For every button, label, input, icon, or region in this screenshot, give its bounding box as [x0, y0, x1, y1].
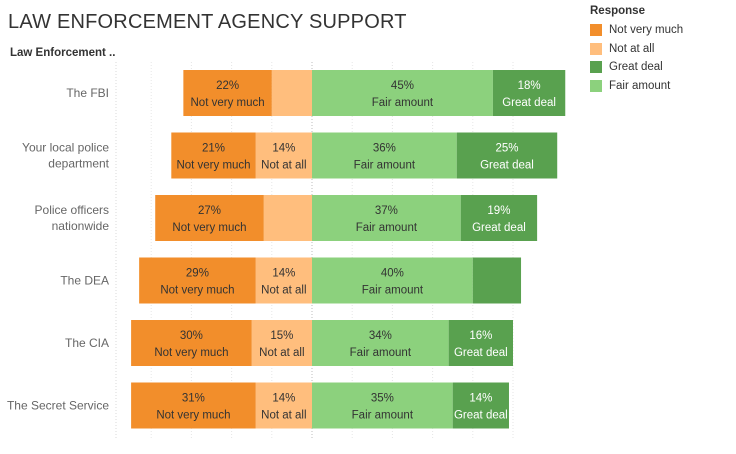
bar-not-very-much	[155, 195, 264, 241]
data-label-series: Not very much	[156, 410, 230, 422]
data-label-value: 30%	[180, 330, 203, 342]
bar-fair-amount	[312, 382, 453, 429]
data-label-series: Fair amount	[354, 160, 416, 172]
data-label-value: 14%	[272, 143, 295, 155]
data-label-series: Great deal	[454, 347, 508, 359]
bar-not-at-all	[251, 320, 312, 366]
legend-item-not-very-much[interactable]: Not very much	[590, 21, 683, 40]
data-label-value: 29%	[186, 268, 209, 280]
data-label-series: Not very much	[191, 97, 265, 109]
legend-label: Not at all	[609, 42, 655, 55]
legend-swatch	[590, 61, 602, 74]
row-label: The CIA	[65, 336, 109, 350]
legend-title: Response	[590, 5, 645, 17]
bar-not-at-all	[271, 70, 312, 116]
legend-swatch	[590, 24, 602, 37]
data-label-value: 14%	[272, 393, 295, 405]
bar-not-very-much	[183, 70, 272, 116]
data-label-value: 40%	[381, 268, 404, 280]
data-label-series: Not very much	[172, 222, 246, 234]
bar-not-very-much	[131, 382, 256, 429]
data-label-series: Not at all	[261, 410, 306, 422]
data-label-series: Great deal	[472, 222, 526, 234]
bar-fair-amount	[312, 132, 457, 179]
data-label-series: Not at all	[261, 160, 306, 172]
data-label-series: Great deal	[480, 160, 534, 172]
legend-label: Not very much	[609, 24, 684, 37]
bar-great-deal	[460, 195, 538, 241]
bar-fair-amount	[312, 320, 449, 366]
bar-great-deal	[456, 132, 558, 179]
bar-fair-amount	[312, 70, 493, 116]
data-label-series: Fair amount	[362, 285, 424, 297]
legend-swatch	[590, 79, 602, 92]
data-label-value: 34%	[369, 330, 392, 342]
data-label-value: 21%	[202, 143, 225, 155]
legend-item-not-at-all[interactable]: Not at all	[590, 40, 683, 59]
data-label-value: 25%	[495, 143, 518, 155]
data-label-series: Fair amount	[356, 222, 418, 234]
bar-great-deal	[492, 70, 566, 116]
data-label-value: 37%	[375, 205, 398, 217]
bar-great-deal	[472, 257, 522, 304]
data-label-value: 27%	[198, 205, 221, 217]
bar-not-very-much	[139, 257, 256, 304]
data-label-series: Not very much	[160, 285, 234, 297]
data-label-value: 36%	[373, 143, 396, 155]
bar-not-very-much	[171, 132, 256, 179]
data-label-value: 14%	[469, 393, 492, 405]
data-label-value: 14%	[272, 268, 295, 280]
data-label-series: Not at all	[261, 285, 306, 297]
legend: Response Not very much Not at all Great …	[590, 5, 683, 95]
data-label-series: Fair amount	[372, 97, 434, 109]
legend-label: Great deal	[609, 61, 663, 74]
row-label: Police officers nationwide	[35, 203, 110, 233]
data-label-value: 45%	[391, 80, 414, 92]
row-label: The DEA	[60, 274, 109, 288]
bar-not-at-all	[255, 382, 312, 429]
legend-item-great-deal[interactable]: Great deal	[590, 58, 683, 77]
row-label: Your local police department	[22, 141, 110, 171]
data-label-series: Fair amount	[352, 410, 414, 422]
bar-not-very-much	[131, 320, 252, 366]
data-label-value: 18%	[518, 80, 541, 92]
data-label-value: 19%	[487, 205, 510, 217]
bar-not-at-all	[255, 132, 312, 179]
chart-title: LAW ENFORCEMENT AGENCY SUPPORT	[8, 11, 407, 33]
data-label-series: Fair amount	[350, 347, 412, 359]
data-label-value: 31%	[182, 393, 205, 405]
data-label-value: 16%	[469, 330, 492, 342]
bar-great-deal	[448, 320, 513, 366]
bar-great-deal	[452, 382, 509, 429]
data-label-series: Not very much	[176, 160, 250, 172]
bar-fair-amount	[312, 195, 461, 241]
bar-not-at-all	[255, 257, 312, 304]
data-label-series: Not at all	[259, 347, 304, 359]
data-label-value: 35%	[371, 393, 394, 405]
bar-not-at-all	[263, 195, 312, 241]
data-label-value: 15%	[270, 330, 293, 342]
data-label-series: Great deal	[502, 97, 556, 109]
legend-swatch	[590, 42, 602, 55]
row-label: The FBI	[66, 86, 109, 100]
row-axis-header: Law Enforcement ..	[10, 47, 116, 59]
data-label-value: 22%	[216, 80, 239, 92]
data-label-series: Great deal	[454, 410, 508, 422]
legend-label: Fair amount	[609, 79, 671, 92]
row-label: The Secret Service	[7, 399, 109, 413]
legend-item-fair-amount[interactable]: Fair amount	[590, 77, 683, 96]
data-label-series: Not very much	[154, 347, 228, 359]
bar-fair-amount	[312, 257, 473, 304]
